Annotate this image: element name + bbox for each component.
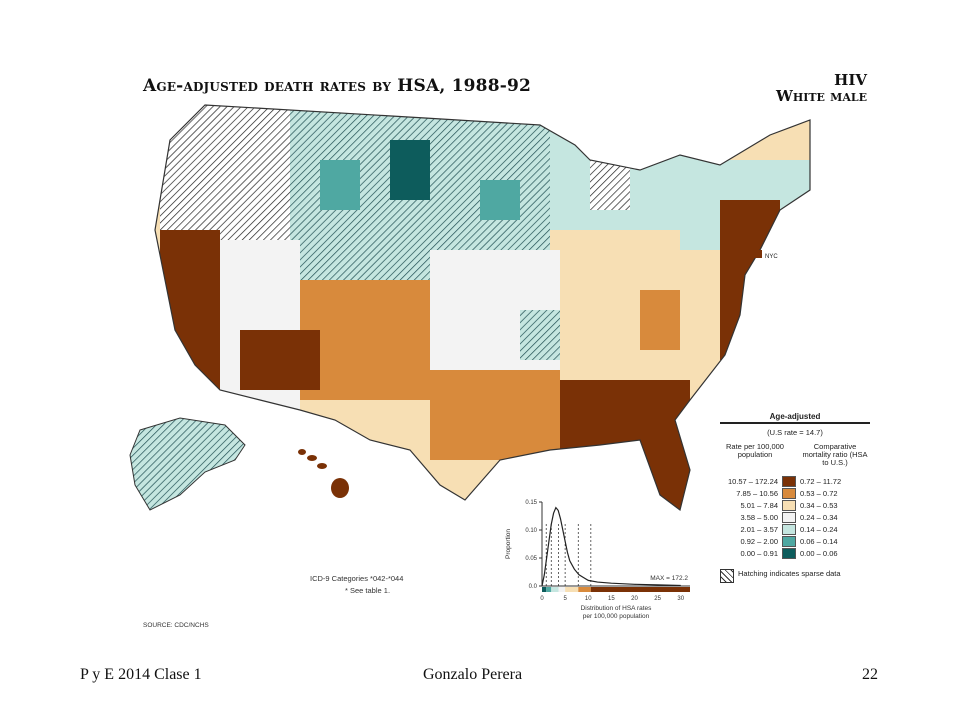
legend-table: 10.57 – 172.24 0.72 – 11.72 7.85 – 10.56 0.… — [720, 475, 841, 559]
hist-y-tick-label: 0.05 — [525, 556, 537, 562]
legend-us-rate: (U.S rate = 14.7) — [767, 428, 823, 437]
hist-class-band — [551, 587, 559, 592]
legend-ratio-range: 0.72 – 11.72 — [800, 476, 842, 486]
legend-color-swatch — [782, 475, 796, 487]
hist-x-tick-label: 15 — [608, 596, 615, 602]
alaska — [129, 417, 246, 511]
hatch-note: Hatching indicates sparse data — [738, 569, 841, 578]
hist-y-tick-label: 0.10 — [525, 528, 537, 534]
legend-ratio-range: 0.24 – 0.34 — [800, 512, 838, 522]
legend-rate-header: Rate per 100,000 population — [726, 442, 784, 459]
hist-x-axis-label: Distribution of HSA rates — [581, 605, 653, 612]
legend-ratio-range: 0.14 – 0.24 — [800, 524, 838, 534]
hist-x-axis-label-2: per 100,000 population — [583, 613, 650, 620]
hist-x-tick-label: 25 — [654, 596, 661, 602]
legend-ratio-range: 0.53 – 0.72 — [800, 488, 838, 498]
legend-ratio-range: 0.06 – 0.14 — [800, 536, 838, 546]
legend-rate-range: 7.85 – 10.56 — [736, 488, 778, 498]
hist-y-axis-label: Proportion — [505, 529, 512, 559]
map-title: Age-adjusted death rates by HSA, 1988-92 — [143, 76, 532, 96]
legend-rate-range: 0.00 – 0.91 — [740, 548, 778, 558]
icd-note: ICD-9 Categories *042-*044 — [310, 574, 404, 583]
legend-ratio-header: Comparative mortality ratio (HSA to U.S.… — [802, 442, 868, 467]
footer-page-number: 22 — [862, 666, 878, 683]
hist-class-band — [546, 587, 552, 592]
see-table-note: * See table 1. — [345, 586, 391, 595]
legend-column-headers: Rate per 100,000 population Comparative … — [720, 443, 870, 467]
legend-row: 0.92 – 2.00 0.06 – 0.14 — [720, 535, 841, 547]
us-outline — [154, 104, 811, 512]
legend-color-swatch — [782, 499, 796, 511]
legend-header: Age-adjusted — [720, 412, 870, 424]
hist-y-tick-label: 0.15 — [525, 500, 537, 506]
legend-row: 0.00 – 0.91 0.00 – 0.06 — [720, 547, 841, 559]
legend: Age-adjusted (U.S rate = 14.7) Rate per … — [720, 412, 870, 583]
legend-rate-range: 10.57 – 172.24 — [727, 476, 778, 486]
legend-ratio-range: 0.00 – 0.06 — [800, 548, 838, 558]
topic-population: White male — [775, 87, 867, 105]
legend-row: 3.58 – 5.00 0.24 – 0.34 — [720, 511, 841, 523]
legend-rate-range: 5.01 – 7.84 — [740, 500, 778, 510]
legend-color-swatch — [782, 523, 796, 535]
legend-row: 2.01 – 3.57 0.14 – 0.24 — [720, 523, 841, 535]
legend-rate-range: 0.92 – 2.00 — [740, 536, 778, 546]
hist-class-band — [558, 587, 566, 592]
rate-distribution-histogram: 0.15 0.10 0.05 0.0 Proportion 0 5 10 15 20 25 30 MAX… — [505, 500, 690, 620]
footer-course: P y E 2014 Clase 1 — [80, 666, 202, 683]
hist-class-band — [590, 587, 690, 592]
hist-class-band — [578, 587, 591, 592]
hist-density-line — [541, 506, 681, 587]
legend-rate-range: 2.01 – 3.57 — [740, 524, 778, 534]
hist-x-tick-label: 30 — [677, 596, 684, 602]
legend-row: 10.57 – 172.24 0.72 – 11.72 — [720, 475, 841, 487]
legend-row: 7.85 – 10.56 0.53 – 0.72 — [720, 487, 841, 499]
legend-color-swatch — [782, 547, 796, 559]
source-note: SOURCE: CDC/NCHS — [143, 622, 209, 629]
hist-class-band — [565, 587, 579, 592]
legend-ratio-range: 0.34 – 0.53 — [800, 500, 838, 510]
hatch-swatch — [720, 569, 734, 583]
conterminous-us — [155, 105, 810, 510]
legend-hatch-key: Hatching indicates sparse data — [720, 569, 870, 583]
hist-x-tick-label: 5 — [563, 596, 567, 602]
hist-y-tick-label: 0.0 — [529, 584, 538, 590]
us-choropleth-map: NYC — [129, 104, 811, 512]
legend-color-swatch — [782, 535, 796, 547]
hawaii — [298, 449, 349, 498]
map-topic: HIV White male — [776, 72, 867, 104]
nyc-inset-marker: NYC — [754, 250, 778, 260]
legend-color-swatch — [782, 511, 796, 523]
hist-x-tick-label: 20 — [631, 596, 638, 602]
footer-author: Gonzalo Perera — [423, 666, 523, 683]
hist-max-label: MAX = 172.2 — [650, 575, 688, 582]
hist-x-tick-label: 10 — [585, 596, 592, 602]
legend-rate-range: 3.58 – 5.00 — [740, 512, 778, 522]
legend-color-swatch — [782, 487, 796, 499]
legend-row: 5.01 – 7.84 0.34 – 0.53 — [720, 499, 841, 511]
nyc-label: NYC — [765, 254, 778, 260]
hist-x-tick-label: 0 — [540, 596, 544, 602]
topic-disease: HIV — [834, 71, 867, 89]
hist-class-band — [542, 587, 547, 592]
